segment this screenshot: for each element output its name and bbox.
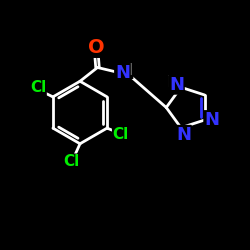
- Text: N: N: [115, 64, 130, 82]
- Text: O: O: [88, 38, 104, 57]
- Text: N: N: [176, 126, 191, 144]
- Text: H: H: [120, 63, 132, 78]
- Text: Cl: Cl: [63, 154, 80, 169]
- Text: N: N: [169, 76, 184, 94]
- Text: N: N: [204, 111, 219, 129]
- Text: Cl: Cl: [30, 80, 46, 95]
- Text: Cl: Cl: [113, 127, 129, 142]
- Text: H: H: [167, 75, 180, 90]
